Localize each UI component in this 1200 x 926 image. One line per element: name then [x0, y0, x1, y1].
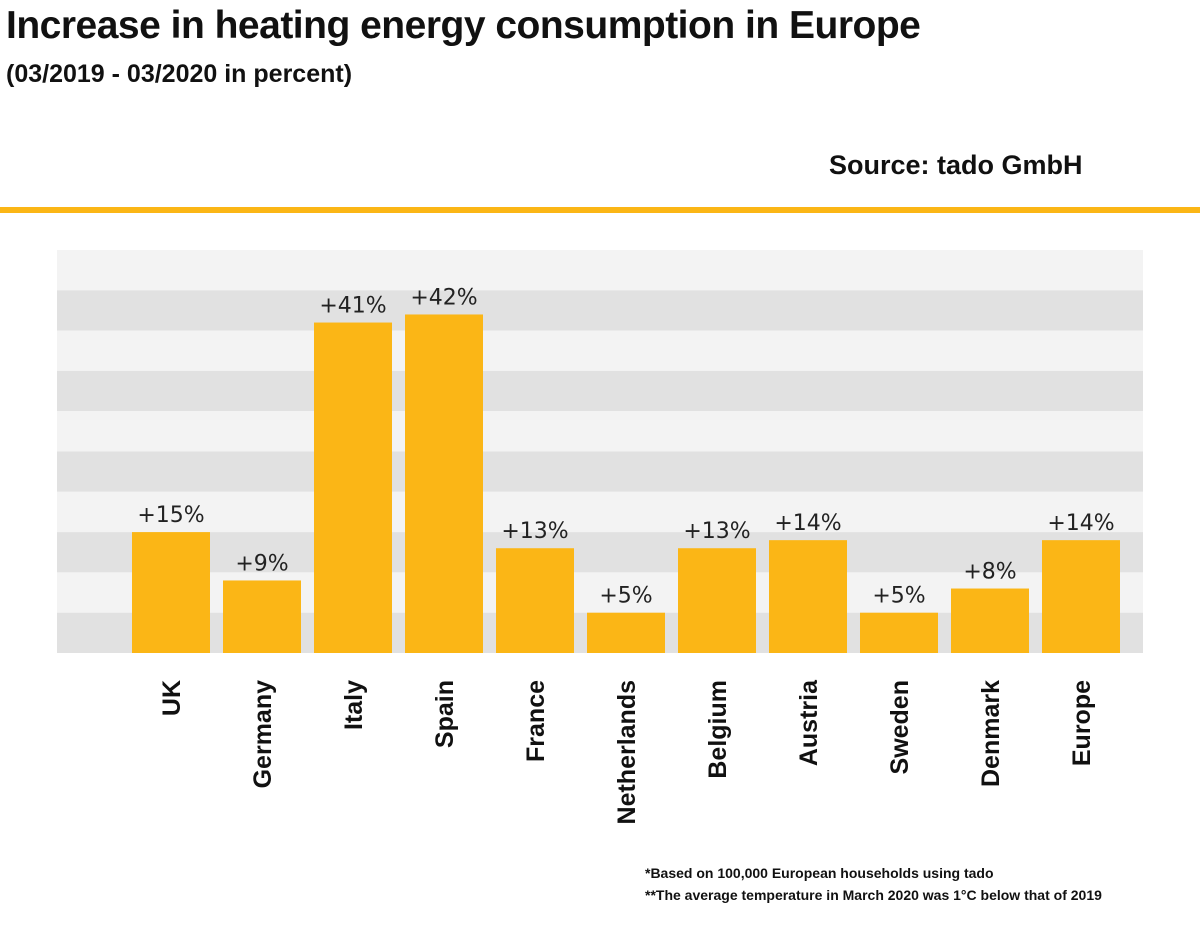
grid-band	[57, 532, 1143, 573]
grid-band	[57, 491, 1143, 533]
data-labels: +15% +9% +41% +42% +13% +5% +13% +14% +5% +8% +14%	[137, 285, 1114, 608]
data-label: +14%	[774, 511, 841, 536]
bar-italy	[314, 322, 392, 653]
source-label: Source: tado GmbH	[829, 150, 1083, 180]
category-label: Sweden	[886, 680, 914, 774]
data-label: +13%	[683, 519, 750, 544]
header-divider	[0, 207, 1200, 213]
data-label: +9%	[235, 551, 288, 576]
category-label: Denmark	[977, 680, 1005, 787]
bar-belgium	[678, 548, 756, 653]
bar-sweden	[860, 612, 938, 653]
footnote: **The average temperature in March 2020 …	[645, 887, 1102, 903]
bar-denmark	[951, 588, 1029, 653]
category-label: Germany	[249, 680, 277, 788]
category-label: Europe	[1068, 680, 1096, 766]
bar-netherlands	[587, 612, 665, 653]
bar-europe	[1042, 540, 1120, 653]
grid-band	[57, 290, 1143, 331]
data-label: +41%	[319, 294, 386, 319]
footnote: *Based on 100,000 European households us…	[645, 865, 994, 881]
data-label: +42%	[410, 285, 477, 310]
bar-spain	[405, 314, 483, 653]
grid-band	[57, 330, 1143, 371]
grid-band	[57, 451, 1143, 492]
category-label: Austria	[795, 679, 823, 766]
category-label: Belgium	[704, 680, 732, 779]
bar-austria	[769, 540, 847, 653]
category-label: UK	[158, 680, 186, 716]
category-label: Netherlands	[613, 680, 641, 824]
grid-band	[57, 250, 1143, 291]
data-label: +15%	[137, 503, 204, 528]
bar-germany	[223, 580, 301, 653]
data-label: +5%	[872, 584, 925, 609]
bar-france	[496, 548, 574, 653]
bars	[132, 314, 1120, 653]
category-label: France	[522, 680, 550, 762]
category-label: Spain	[431, 680, 459, 748]
data-label: +5%	[599, 584, 652, 609]
chart-subtitle: (03/2019 - 03/2020 in percent)	[6, 60, 353, 88]
chart-title: Increase in heating energy consumption i…	[6, 4, 921, 47]
data-label: +8%	[963, 560, 1016, 585]
category-label: Italy	[340, 680, 368, 730]
data-label: +14%	[1047, 511, 1114, 536]
data-label: +13%	[501, 519, 568, 544]
grid-band	[57, 411, 1143, 452]
category-labels: UK Germany Italy Spain France Netherlands Belg…	[158, 679, 1096, 825]
bar-uk	[132, 532, 210, 653]
grid-band	[57, 370, 1143, 412]
footnotes: *Based on 100,000 European households us…	[645, 862, 1102, 906]
